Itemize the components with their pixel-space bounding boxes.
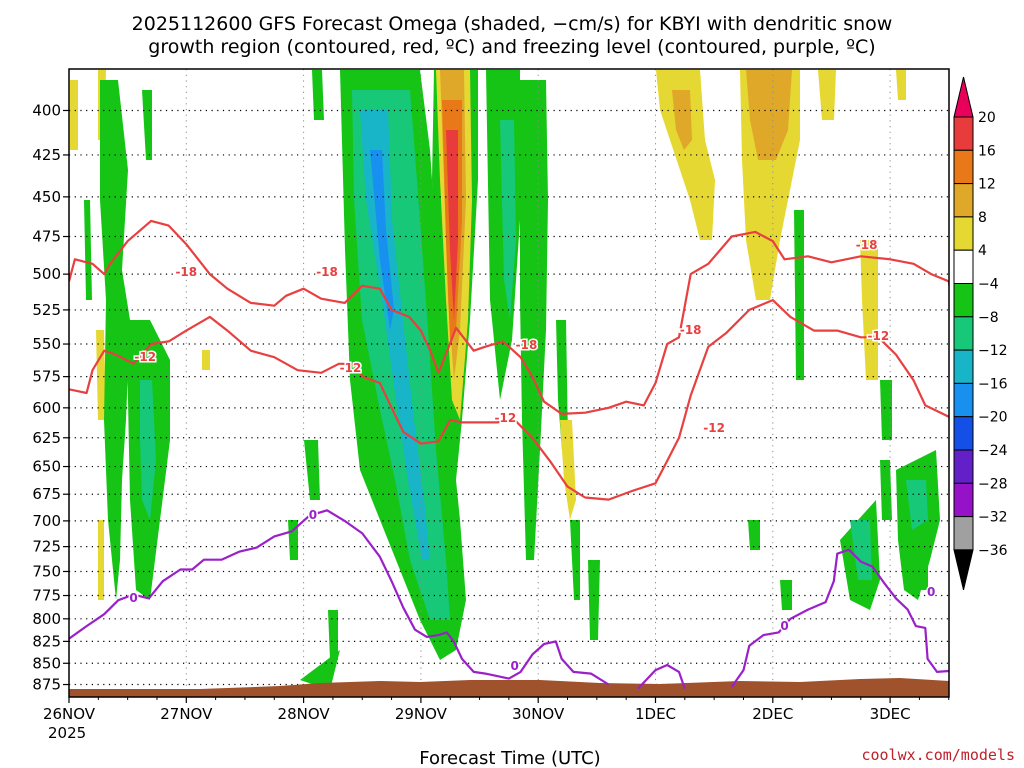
x-tick-label: 1DEC	[635, 705, 676, 723]
x-tick-label: 3DEC	[870, 705, 911, 723]
credit-text: coolwx.com/models	[861, 746, 1015, 764]
chart-title-line2: growth region (contoured, red, ºC) and f…	[148, 36, 875, 58]
x-tick-label: 28NOV	[278, 705, 331, 723]
contour-lines: -18 -18 -18 -18 -18 -12 -12 -12 -12 -12 0 0 0 0 0	[69, 219, 949, 690]
colorbar-label: −8	[978, 310, 999, 326]
contour-label: -18	[856, 238, 878, 252]
colorbar-swatch	[953, 283, 974, 318]
y-tick-label: 600	[32, 399, 61, 417]
freezing-contour-2	[637, 663, 686, 690]
colorbar-swatch	[953, 349, 974, 384]
contour-label: -12	[703, 421, 725, 435]
colorbar-label: −28	[978, 476, 1008, 492]
colorbar-swatch	[953, 183, 974, 218]
colorbar-swatch	[953, 116, 974, 151]
freezing-contour-3	[730, 548, 949, 688]
y-tick-label: 850	[32, 654, 61, 672]
y-tick-label: 450	[32, 188, 61, 206]
colorbar-label: −24	[978, 443, 1008, 459]
colorbar-label: 4	[978, 243, 987, 259]
dendritic-contour-1	[69, 219, 949, 415]
x-axis-label: Forecast Time (UTC)	[419, 748, 600, 768]
y-tick-label: 400	[32, 101, 61, 119]
contour-label: -18	[175, 265, 197, 279]
y-tick-label: 675	[32, 485, 61, 503]
colorbar-swatch	[953, 382, 974, 418]
colorbar-swatch	[953, 516, 974, 551]
contour-label: -12	[340, 361, 362, 375]
y-tick-label: 800	[32, 610, 61, 628]
x-axis: 26NOV 27NOV 28NOV 29NOV 30NOV 1DEC 2DEC 3DEC	[43, 697, 950, 723]
colorbar-label: −12	[978, 343, 1008, 359]
y-tick-label: 550	[32, 335, 61, 353]
contour-label: -18	[680, 323, 702, 337]
contour-label: -12	[495, 411, 517, 425]
contour-label: 0	[780, 619, 788, 633]
contour-label: 0	[309, 508, 317, 522]
y-tick-label: 775	[32, 587, 61, 605]
colorbar-label: −4	[978, 277, 999, 293]
x-tick-label: 26NOV	[43, 705, 96, 723]
y-tick-label: 525	[32, 301, 61, 319]
x-tick-label: 30NOV	[512, 705, 565, 723]
y-tick-label: 825	[32, 632, 61, 650]
freezing-contour-1	[69, 509, 610, 686]
y-tick-label: 875	[32, 676, 61, 694]
y-tick-label: 425	[32, 146, 61, 164]
colorbar-label: −16	[978, 376, 1008, 392]
colorbar-swatch	[953, 416, 974, 451]
chart-title-line1: 2025112600 GFS Forecast Omega (shaded, −…	[132, 13, 893, 35]
y-axis: 400 425 450 475 500 525 550 575 600 625 650 675 700 7…	[32, 101, 69, 694]
colorbar-swatch	[953, 249, 974, 284]
x-tick-label: 2DEC	[752, 705, 793, 723]
contour-label: -18	[516, 338, 538, 352]
contour-label: -12	[134, 350, 156, 364]
colorbar-label: 8	[978, 210, 987, 226]
y-tick-label: 725	[32, 538, 61, 556]
contour-label: -12	[868, 329, 890, 343]
colorbar-swatch	[953, 149, 974, 185]
y-tick-label: 750	[32, 562, 61, 580]
x-year-label: 2025	[48, 724, 86, 742]
x-tick-label: 27NOV	[160, 705, 213, 723]
x-tick-label: 29NOV	[395, 705, 448, 723]
y-tick-label: 475	[32, 228, 61, 246]
y-tick-label: 575	[32, 368, 61, 386]
colorbar-label: 20	[978, 110, 996, 126]
terrain-band	[69, 678, 949, 697]
plot-area: -18 -18 -18 -18 -18 -12 -12 -12 -12 -12 0 0 0 0 0	[69, 69, 949, 697]
contour-label: -18	[316, 265, 338, 279]
y-tick-label: 650	[32, 458, 61, 476]
colorbar-label: −20	[978, 410, 1008, 426]
colorbar-label: 16	[978, 143, 996, 159]
contour-label: 0	[511, 659, 519, 673]
colorbar-swatch	[953, 216, 974, 251]
y-tick-label: 700	[32, 512, 61, 530]
colorbar-label: −32	[978, 510, 1008, 526]
contour-label: 0	[129, 591, 137, 605]
dendritic-contour-2	[69, 299, 949, 501]
colorbar: 20 16 12 8 4 −4 −8 −12 −16 −20 −24 −28 −32 −36	[953, 76, 1008, 591]
colorbar-swatch	[953, 482, 974, 518]
colorbar-swatch	[953, 316, 974, 351]
colorbar-swatch	[953, 449, 974, 484]
contour-label: 0	[927, 585, 935, 599]
omega-shading	[70, 70, 940, 690]
colorbar-label: −36	[978, 543, 1008, 559]
y-tick-label: 500	[32, 265, 61, 283]
colorbar-label: 12	[978, 177, 996, 193]
y-tick-label: 625	[32, 429, 61, 447]
